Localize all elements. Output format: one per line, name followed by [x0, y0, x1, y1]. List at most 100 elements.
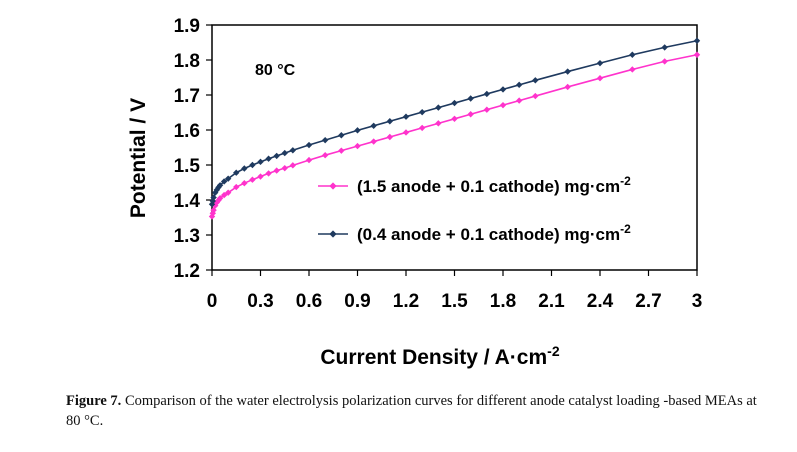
- data-point: [354, 142, 361, 150]
- data-point: [281, 164, 288, 172]
- x-tick-label: 0.6: [296, 291, 322, 312]
- data-point: [257, 158, 264, 166]
- x-axis-title-main: Current Density / A·cm: [320, 346, 547, 369]
- data-point: [418, 108, 426, 116]
- data-point: [224, 175, 232, 182]
- series-layer: [208, 37, 701, 220]
- data-point: [564, 83, 571, 91]
- data-point: [210, 194, 217, 201]
- data-point: [338, 147, 345, 154]
- data-point: [564, 68, 571, 75]
- figure-caption: Figure 7. Comparison of the water electr…: [66, 391, 766, 431]
- data-point: [354, 127, 361, 134]
- series-1: [208, 51, 701, 220]
- data-point: [515, 97, 523, 104]
- data-point: [451, 115, 458, 122]
- data-point: [216, 195, 224, 202]
- data-point: [273, 152, 280, 160]
- data-point: [515, 81, 523, 89]
- data-point: [629, 51, 636, 58]
- data-point: [499, 101, 507, 109]
- legend-label: (1.5 anode + 0.1 cathode) mg·cm-2: [357, 174, 631, 196]
- legend-label: (0.4 anode + 0.1 cathode) mg·cm-2: [357, 222, 631, 244]
- data-point: [483, 106, 491, 113]
- data-point: [629, 66, 636, 73]
- data-point: [370, 138, 377, 145]
- data-point: [467, 111, 474, 118]
- polarization-chart: 1.2 1.3 1.4 1.5 1.6 1.7 1.8 1.9 0 0.3 0.6 0.9 1.2 1.5…: [127, 16, 703, 369]
- data-point: [216, 182, 224, 189]
- x-tick-label: 1.5: [441, 291, 468, 312]
- data-point: [693, 37, 701, 44]
- x-tick-label: 0: [207, 291, 218, 312]
- legend-label-sup: -2: [620, 174, 631, 188]
- data-point: [220, 178, 228, 185]
- data-point: [220, 191, 228, 199]
- y-tick-label: 1.7: [174, 86, 200, 107]
- data-point: [386, 118, 394, 125]
- data-point: [273, 167, 280, 174]
- data-point: [224, 189, 232, 196]
- data-point: [212, 202, 219, 209]
- x-tick-label: 0.3: [247, 291, 273, 312]
- data-point: [281, 149, 288, 157]
- data-point: [321, 152, 329, 159]
- data-point: [370, 122, 377, 129]
- data-point: [499, 86, 507, 93]
- figure-caption-label: Figure 7.: [66, 393, 122, 409]
- data-point: [321, 136, 329, 144]
- data-point: [661, 58, 668, 65]
- legend-label-main: (1.5 anode + 0.1 cathode) mg·cm: [357, 177, 620, 196]
- data-point: [435, 120, 442, 127]
- data-point: [289, 162, 297, 169]
- data-point: [305, 141, 313, 149]
- data-point: [435, 104, 442, 111]
- series-2: [208, 37, 701, 208]
- x-tick-label: 2.4: [587, 291, 614, 312]
- data-point: [467, 95, 474, 102]
- x-tick-label: 1.2: [393, 291, 419, 312]
- x-tick-label: 0.9: [344, 291, 370, 312]
- figure-caption-text: Comparison of the water electrolysis pol…: [66, 393, 757, 429]
- legend-item-1: (1.5 anode + 0.1 cathode) mg·cm-2: [318, 174, 631, 196]
- x-axis-title-sup: -2: [547, 343, 560, 359]
- y-tick-label: 1.9: [174, 16, 200, 37]
- data-point: [402, 129, 410, 136]
- data-point: [241, 165, 248, 172]
- data-point: [305, 156, 313, 164]
- y-tick-label: 1.4: [174, 191, 201, 212]
- data-point: [249, 161, 256, 169]
- x-tick-label: 1.8: [490, 291, 516, 312]
- data-point: [483, 90, 491, 98]
- y-axis-title: Potential / V: [127, 98, 150, 218]
- data-point: [257, 173, 264, 180]
- y-tick-label: 1.8: [174, 51, 200, 72]
- data-point: [249, 176, 256, 183]
- data-point: [265, 170, 272, 177]
- data-point: [233, 183, 240, 191]
- y-tick-label: 1.3: [174, 226, 200, 247]
- data-point: [451, 99, 458, 107]
- data-point: [532, 92, 539, 100]
- data-point: [241, 180, 248, 187]
- data-point: [289, 147, 297, 154]
- legend-item-2: (0.4 anode + 0.1 cathode) mg·cm-2: [318, 222, 631, 244]
- x-axis-title: Current Density / A·cm-2: [320, 343, 559, 369]
- temperature-annotation: 80 °C: [255, 62, 296, 79]
- data-point: [338, 132, 345, 139]
- data-point: [402, 113, 410, 120]
- x-tick-label: 2.7: [635, 291, 661, 312]
- legend: (1.5 anode + 0.1 cathode) mg·cm-2(0.4 an…: [318, 174, 631, 244]
- x-tick-label: 3: [692, 291, 703, 312]
- data-point: [661, 44, 668, 51]
- data-point: [418, 124, 426, 132]
- y-tick-label: 1.2: [174, 261, 200, 282]
- data-point: [596, 59, 604, 67]
- y-tick-label: 1.6: [174, 121, 200, 142]
- data-point: [693, 51, 701, 58]
- legend-label-sup: -2: [620, 222, 631, 236]
- data-point: [386, 133, 394, 141]
- data-point: [265, 155, 272, 162]
- legend-label-main: (0.4 anode + 0.1 cathode) mg·cm: [357, 225, 620, 244]
- data-point: [532, 77, 539, 84]
